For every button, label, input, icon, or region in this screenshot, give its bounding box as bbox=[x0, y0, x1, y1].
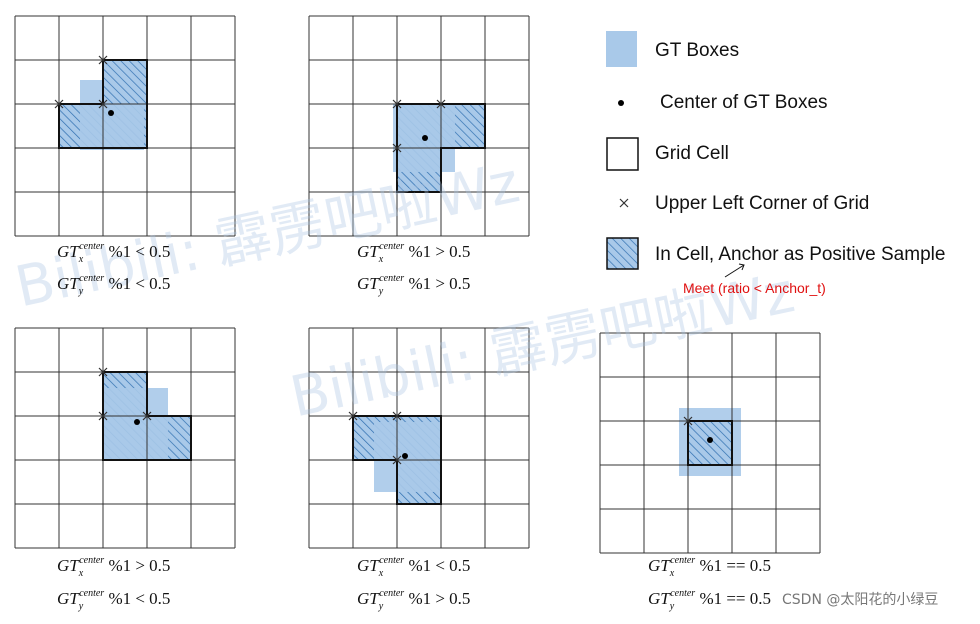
caption-a-y: GTycenter %1 < 0.5 bbox=[57, 273, 171, 297]
caption-b-y: GTycenter %1 > 0.5 bbox=[357, 273, 471, 297]
panel-d-corner-center bbox=[392, 411, 402, 421]
legend-gt-box-swatch bbox=[606, 31, 637, 67]
panel-a-corner-center bbox=[98, 99, 108, 109]
panel-c-grid bbox=[14, 327, 236, 549]
panel-d-positive-outline bbox=[352, 415, 442, 505]
panel-a-corner-left bbox=[54, 99, 64, 109]
legend-center-label: Center of GT Boxes bbox=[660, 92, 828, 113]
panel-d-corner-left bbox=[348, 411, 358, 421]
panel-b-grid bbox=[308, 15, 530, 237]
caption-c-x: GTxcenter %1 > 0.5 bbox=[57, 555, 171, 579]
panel-c-positive-outline bbox=[102, 371, 192, 461]
legend-positive-swatch bbox=[606, 237, 639, 270]
legend-grid-cell-label: Grid Cell bbox=[655, 143, 729, 164]
meet-arrow-line bbox=[724, 264, 745, 278]
caption-d-y: GTycenter %1 > 0.5 bbox=[357, 588, 471, 612]
panel-b-corner-bottom bbox=[392, 143, 402, 153]
legend-center-dot bbox=[618, 100, 624, 106]
panel-b-positive-outline bbox=[396, 103, 486, 193]
panel-d-center-dot bbox=[402, 453, 408, 459]
panel-c-center-dot bbox=[134, 419, 140, 425]
panel-a-corner-top bbox=[98, 55, 108, 65]
legend-gt-boxes-label: GT Boxes bbox=[655, 40, 740, 61]
panel-e-positive-outline bbox=[687, 420, 733, 466]
panel-c-corner-right bbox=[142, 411, 152, 421]
panel-b-corner-right bbox=[436, 99, 446, 109]
legend-corner-cross bbox=[619, 198, 629, 208]
panel-e-center-dot bbox=[707, 437, 713, 443]
caption-c-y: GTycenter %1 < 0.5 bbox=[57, 588, 171, 612]
legend-grid-cell-swatch bbox=[606, 137, 639, 171]
legend-corner-label: Upper Left Corner of Grid bbox=[655, 193, 870, 214]
caption-a-x: GTxcenter %1 < 0.5 bbox=[57, 241, 171, 265]
csdn-credit: CSDN @太阳花的小绿豆 bbox=[782, 592, 939, 608]
panel-c-corner-center bbox=[98, 411, 108, 421]
caption-e-y: GTycenter %1 == 0.5 bbox=[648, 588, 772, 612]
caption-b-x: GTxcenter %1 > 0.5 bbox=[357, 241, 471, 265]
caption-d-x: GTxcenter %1 < 0.5 bbox=[357, 555, 471, 579]
meet-annotation: Meet (ratio < Anchor_t) bbox=[683, 280, 826, 296]
panel-b-corner-center bbox=[392, 99, 402, 109]
panel-e-corner-center bbox=[683, 416, 693, 426]
caption-e-x: GTxcenter %1 == 0.5 bbox=[648, 555, 772, 579]
panel-d-corner-bottom bbox=[392, 455, 402, 465]
panel-a-center-dot bbox=[108, 110, 114, 116]
panel-c-corner-top bbox=[98, 367, 108, 377]
meet-arrow-head bbox=[738, 263, 745, 271]
panel-b-center-dot bbox=[422, 135, 428, 141]
legend-positive-label: In Cell, Anchor as Positive Sample bbox=[655, 244, 946, 265]
